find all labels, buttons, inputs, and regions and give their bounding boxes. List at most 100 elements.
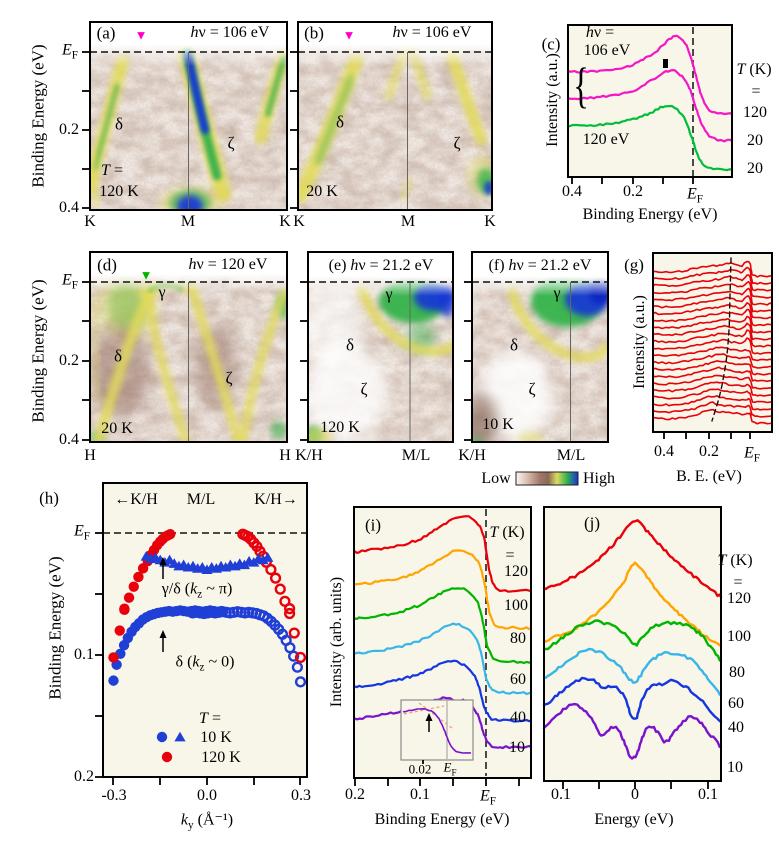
panel-c-xtick-02: 0.2 xyxy=(623,183,643,200)
panel-j-temp-100: 100 xyxy=(727,628,751,645)
panel-g-xtick-02: 0.2 xyxy=(699,443,719,460)
panel-c-temp-20b: 20 xyxy=(747,160,763,177)
panel-h-ytick-02: 0.2 xyxy=(74,768,94,785)
panel-a-photon-energy: hν = 106 eV xyxy=(190,24,270,41)
panel-f-temp-value: 10 K xyxy=(482,416,514,433)
panel-b-photon-energy: hν = 106 eV xyxy=(392,24,472,41)
panel-c-hv-106: 106 eV xyxy=(583,42,631,59)
panel-c-temp-header: T (K) xyxy=(736,61,772,78)
panel-j-temp-header: T (K) xyxy=(717,552,753,569)
panel-h-top-kh-left: ←K/H xyxy=(114,491,158,508)
panel-b-xtick-k-right: K xyxy=(484,213,496,230)
panel-a-xtick-k-left: K xyxy=(84,213,96,230)
panel-a-temp-value: 120 K xyxy=(99,183,139,200)
panel-d-photon-energy: hν = 120 eV xyxy=(188,256,268,273)
panel-d-temp-value: 20 K xyxy=(101,420,133,437)
panel-j-temp-10: 10 xyxy=(727,759,743,776)
panel-f-xtick-kh: K/H xyxy=(458,447,486,464)
colorbar-high-label: High xyxy=(583,470,615,487)
panel-h-annotation-gamma-delta: γ/δ (kz ~ π) xyxy=(161,580,233,601)
panel-e-xtick-kh: K/H xyxy=(295,447,323,464)
panel-g-xtick-ef: EF xyxy=(743,444,761,465)
panel-j-temp-120: 120 xyxy=(727,590,751,607)
panel-h-xtick-00: 0.0 xyxy=(197,787,217,804)
panel-j-tag: (j) xyxy=(583,513,601,533)
panel-f-delta-band-label: δ xyxy=(509,335,519,355)
panel-i-inset-ef: EF xyxy=(443,759,457,778)
panel-j-temp-40: 40 xyxy=(728,719,744,736)
panel-b-temp-value: 20 K xyxy=(306,183,338,200)
panel-b-kf-marker-icon: ▼ xyxy=(342,27,356,43)
panel-c-brace: { xyxy=(573,57,589,113)
panel-g-tag: (g) xyxy=(624,255,644,275)
panel-f-zeta-band-label: ζ xyxy=(528,379,536,399)
panel-h-x-axis-title: ky (Å⁻¹) xyxy=(180,811,234,832)
panel-c-temp-120: 120 xyxy=(743,104,767,121)
panel-b-xtick-k-left: K xyxy=(293,213,305,230)
panel-h-ytick-01: 0.1 xyxy=(74,646,94,663)
panel-i-inset-tick-002: 0.02 xyxy=(408,761,432,777)
panel-b-delta-band-label: δ xyxy=(335,112,345,132)
panel-i-x-axis-title: Binding Energy (eV) xyxy=(374,811,510,828)
panel-h-ef-label: EF xyxy=(73,522,91,543)
panel-i-temp-10: 10 xyxy=(509,739,525,756)
panel-e-delta-band-label: δ xyxy=(345,335,355,355)
row2-y-axis-title: Binding Energy (eV) xyxy=(28,279,48,423)
panel-c-xtick-04: 0.4 xyxy=(562,183,582,200)
row1-tick-04: 0.4 xyxy=(59,199,79,216)
panel-b-tag: (b) xyxy=(304,23,324,43)
panel-e-xtick-ml: M/L xyxy=(401,447,431,464)
panel-c-xtick-ef: EF xyxy=(686,185,704,206)
panel-h-legend-120k: 120 K xyxy=(201,749,241,766)
panel-i-xtick-01: 0.1 xyxy=(410,786,430,803)
row1-tick-02: 0.2 xyxy=(59,121,79,138)
panel-c-temp-eq: = xyxy=(751,83,761,100)
panel-e-header: (e) hν = 21.2 eV xyxy=(328,257,434,274)
panel-a-temp-eq: T = xyxy=(101,162,123,179)
row2-tick-02: 0.2 xyxy=(59,352,79,369)
panel-j-temp-80: 80 xyxy=(729,664,745,681)
row1-ef-label: EF xyxy=(61,41,79,62)
panel-i-temp-40: 40 xyxy=(510,709,526,726)
panel-i-y-axis-title: Intensity (arb. units) xyxy=(328,576,345,708)
panel-h-tag: (h) xyxy=(39,488,59,508)
panel-h-top-ml: M/L xyxy=(186,491,216,508)
row2-ef-label: EF xyxy=(61,271,79,292)
panel-a-delta-band-label: δ xyxy=(114,114,124,134)
panel-c-x-axis-title: Binding Energy (eV) xyxy=(582,206,718,223)
panel-e-temp-value: 120 K xyxy=(320,419,360,436)
panel-d-xtick-h-right: H xyxy=(279,447,291,464)
panel-j-xtick-01-left: 0.1 xyxy=(551,786,571,803)
panel-b-xtick-m: M xyxy=(400,213,416,230)
panel-i-xtick-ef: EF xyxy=(479,787,497,808)
row1-y-axis-title: Binding Energy (eV) xyxy=(28,44,48,188)
panel-j-xtick-01-right: 0.1 xyxy=(698,786,718,803)
panel-a-zeta-band-label: ζ xyxy=(227,133,235,153)
panel-e-zeta-band-label: ζ xyxy=(360,379,368,399)
panel-f-xtick-ml: M/L xyxy=(556,447,586,464)
panel-a-xtick-m: M xyxy=(180,213,196,230)
panel-i-temp-120: 120 xyxy=(504,563,528,580)
panel-d-tag: (d) xyxy=(97,255,117,275)
panel-j-xtick-0: 0 xyxy=(631,786,639,803)
panel-j-temp-60: 60 xyxy=(728,695,744,712)
panel-j-x-axis-title: Energy (eV) xyxy=(594,811,674,828)
panel-h-y-axis-title: Binding Energy (eV) xyxy=(45,556,65,700)
row2-tick-04: 0.4 xyxy=(59,431,79,448)
panel-f-header: (f) hν = 21.2 eV xyxy=(488,257,592,274)
panel-c-y-axis-title: Intensity (a.u.) xyxy=(544,53,561,147)
panel-h-xtick-03: 0.3 xyxy=(291,787,311,804)
panel-a-kf-marker-icon: ▼ xyxy=(134,27,148,43)
panel-e-gamma-band-label: γ xyxy=(385,286,393,303)
panel-a-tag: (a) xyxy=(96,23,116,43)
panel-h-legend-10k: 10 K xyxy=(200,729,232,746)
panel-c-tag: (c) xyxy=(541,34,561,54)
panel-g-xtick-04: 0.4 xyxy=(654,443,674,460)
panel-a-xtick-k-right: K xyxy=(279,213,291,230)
panel-i-temp-100: 100 xyxy=(504,597,528,614)
panel-i-xtick-02: 0.2 xyxy=(345,786,365,803)
panel-i-temp-60: 60 xyxy=(510,671,526,688)
panel-b-zeta-band-label: ζ xyxy=(453,133,461,153)
